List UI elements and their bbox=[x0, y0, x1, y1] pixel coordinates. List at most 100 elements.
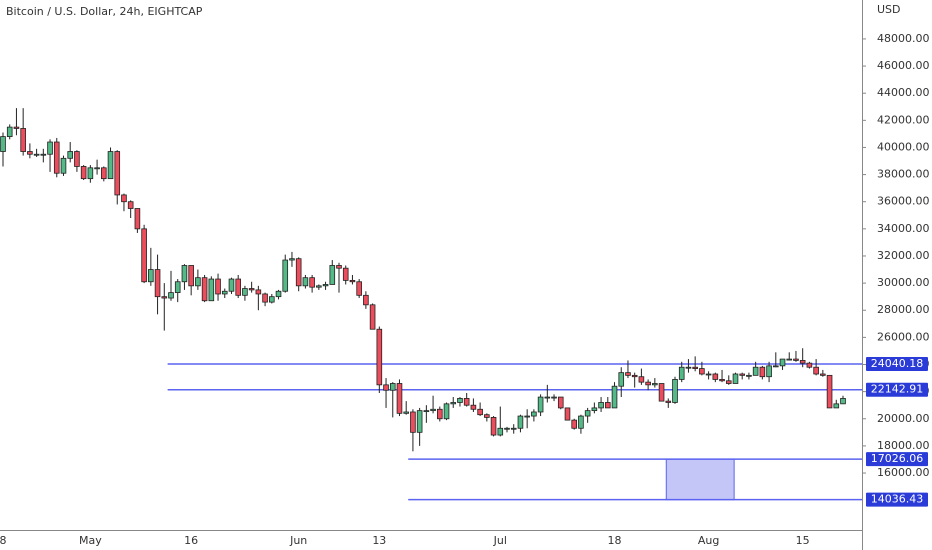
candle-body bbox=[168, 292, 174, 299]
x-tick-label: Jul bbox=[493, 534, 507, 547]
candle-body bbox=[40, 153, 47, 156]
candle-body bbox=[208, 278, 215, 302]
candle-body bbox=[289, 258, 295, 261]
candle-body bbox=[410, 411, 416, 433]
candle-body bbox=[13, 126, 20, 129]
candle-body bbox=[74, 151, 80, 167]
y-tick-label: 16000.00 bbox=[877, 466, 930, 479]
level-label: 22142.91 bbox=[871, 383, 924, 396]
candle-body bbox=[625, 372, 631, 376]
candle-body bbox=[141, 228, 147, 283]
candle-body bbox=[430, 408, 436, 412]
candle-body bbox=[584, 410, 591, 417]
candle-body bbox=[645, 381, 651, 386]
y-tick-label: 20000.00 bbox=[877, 412, 930, 425]
y-tick-label: 26000.00 bbox=[877, 330, 930, 343]
level-label-box bbox=[866, 492, 928, 507]
candle-body bbox=[484, 414, 490, 418]
candle-body bbox=[524, 415, 530, 418]
candle-body bbox=[773, 365, 779, 368]
candle-body bbox=[799, 360, 806, 364]
candle-body bbox=[376, 328, 383, 386]
candle-body bbox=[356, 281, 362, 296]
candle-body bbox=[443, 403, 450, 420]
candle-body bbox=[235, 278, 242, 296]
y-tick-label: 28000.00 bbox=[877, 303, 930, 316]
candle-body bbox=[101, 167, 107, 180]
candle-body bbox=[107, 151, 114, 180]
candle-body bbox=[20, 128, 26, 152]
y-tick-label: 44000.00 bbox=[877, 86, 930, 99]
candle-body bbox=[759, 366, 766, 378]
candle-body bbox=[94, 167, 100, 170]
y-tick-label: 46000.00 bbox=[877, 59, 930, 72]
candle-body bbox=[282, 259, 289, 292]
candle-body bbox=[820, 373, 826, 376]
level-label-box bbox=[866, 356, 928, 371]
price-zone bbox=[665, 458, 735, 501]
candle-body bbox=[652, 383, 658, 386]
x-tick-label: 16 bbox=[184, 534, 198, 547]
candle-body bbox=[363, 294, 369, 306]
candle-body bbox=[27, 151, 33, 155]
candle-body bbox=[342, 267, 349, 281]
candle-body bbox=[67, 151, 74, 159]
level-label-box bbox=[866, 452, 928, 467]
candle-body bbox=[369, 304, 376, 330]
y-tick-label: 18000.00 bbox=[877, 439, 930, 452]
y-tick-label: 34000.00 bbox=[877, 222, 930, 235]
candle-body bbox=[813, 366, 819, 375]
candle-body bbox=[450, 402, 457, 405]
candle-body bbox=[793, 358, 799, 361]
candle-body bbox=[833, 403, 840, 409]
candle-body bbox=[578, 415, 584, 429]
candle-body bbox=[705, 373, 712, 376]
y-tick-label: 42000.00 bbox=[877, 113, 930, 126]
candle-body bbox=[517, 415, 524, 429]
candle-body bbox=[195, 277, 201, 287]
candle-body bbox=[557, 396, 564, 409]
candle-body bbox=[591, 407, 598, 412]
candle-body bbox=[551, 396, 557, 399]
candle-body bbox=[826, 374, 833, 409]
chart-title: Bitcoin / U.S. Dollar, 24h, EIGHTCAP bbox=[6, 5, 203, 18]
candle-body bbox=[329, 265, 336, 285]
candle-body bbox=[221, 290, 228, 295]
candle-body bbox=[80, 166, 87, 180]
candle-body bbox=[416, 410, 423, 433]
candle-body bbox=[510, 427, 517, 430]
candle-body bbox=[457, 398, 463, 403]
candle-body bbox=[732, 373, 739, 384]
candle-body bbox=[436, 408, 443, 420]
level-label: 14036.43 bbox=[871, 493, 924, 506]
level-label: 17026.06 bbox=[871, 452, 924, 465]
candle-body bbox=[571, 419, 577, 429]
candle-body bbox=[389, 383, 396, 391]
candle-body bbox=[685, 366, 692, 369]
candle-body bbox=[148, 269, 154, 283]
candle-body bbox=[672, 379, 678, 403]
x-tick-label: 8 bbox=[0, 534, 7, 547]
x-tick-label: 15 bbox=[796, 534, 810, 547]
x-tick-label: Aug bbox=[698, 534, 719, 547]
candle-body bbox=[678, 366, 685, 380]
candle-body bbox=[309, 277, 315, 288]
candle-body bbox=[544, 396, 551, 399]
candle-body bbox=[33, 153, 40, 156]
x-tick-label: Jun bbox=[289, 534, 307, 547]
candle-body bbox=[403, 411, 409, 414]
candle-body bbox=[161, 296, 168, 299]
candle-body bbox=[806, 362, 813, 368]
candle-body bbox=[53, 141, 60, 174]
candle-body bbox=[618, 372, 625, 387]
candle-body bbox=[658, 383, 665, 402]
candle-body bbox=[127, 201, 134, 209]
candle-body bbox=[752, 366, 759, 376]
y-tick-label: 36000.00 bbox=[877, 195, 930, 208]
candle-body bbox=[605, 402, 611, 409]
candle-body bbox=[336, 265, 342, 269]
candle-body bbox=[537, 396, 544, 413]
candle-body bbox=[631, 374, 638, 378]
candle-body bbox=[699, 368, 705, 375]
